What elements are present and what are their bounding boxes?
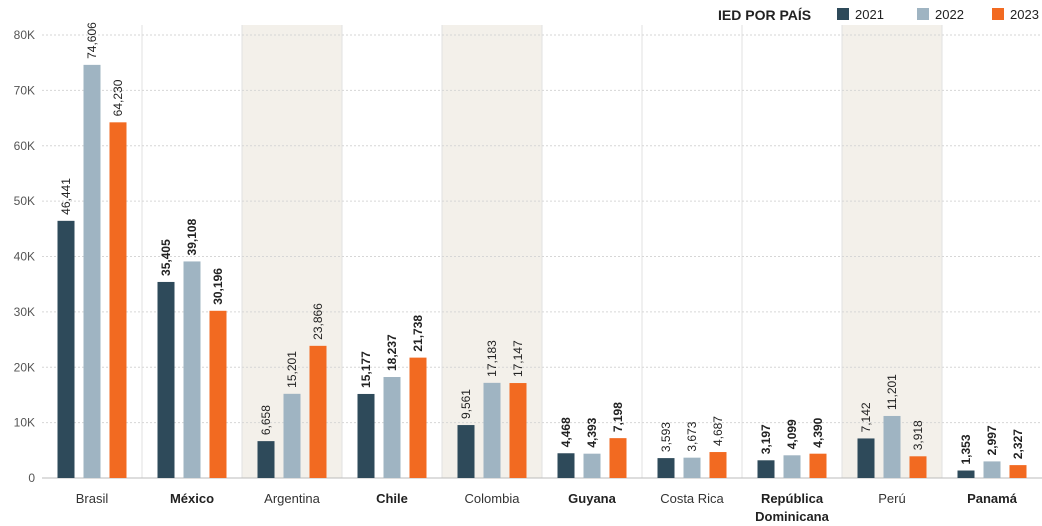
y-tick-label-3: 30K bbox=[14, 305, 35, 319]
legend-swatch-2021 bbox=[837, 8, 849, 20]
value-label-2022-3: 18,237 bbox=[385, 334, 399, 371]
y-tick-label-2: 20K bbox=[14, 360, 35, 374]
legend-swatch-2023 bbox=[992, 8, 1004, 20]
bar-2021-8 bbox=[857, 438, 875, 478]
value-label-2022-0: 74,606 bbox=[85, 22, 99, 59]
bar-2023-6 bbox=[709, 452, 727, 478]
value-label-2023-3: 21,738 bbox=[411, 315, 425, 352]
category-label-4: Colombia bbox=[465, 491, 521, 506]
bar-2023-4 bbox=[509, 383, 527, 478]
value-label-2021-5: 4,468 bbox=[559, 417, 573, 447]
category-band-8 bbox=[842, 25, 942, 478]
value-label-2023-5: 7,198 bbox=[611, 402, 625, 432]
value-label-2023-8: 3,918 bbox=[911, 420, 925, 450]
value-label-2021-0: 46,441 bbox=[59, 178, 73, 215]
bar-2023-1 bbox=[209, 310, 227, 478]
category-label-0: Brasil bbox=[76, 491, 109, 506]
bar-2022-9 bbox=[983, 461, 1001, 478]
bar-2023-9 bbox=[1009, 465, 1027, 478]
value-label-2021-7: 3,197 bbox=[759, 424, 773, 454]
value-label-2022-4: 17,183 bbox=[485, 340, 499, 377]
bar-2021-0 bbox=[57, 220, 75, 479]
y-tick-label-1: 10K bbox=[14, 416, 35, 430]
bar-2021-2 bbox=[257, 441, 275, 478]
bar-2023-7 bbox=[809, 453, 827, 478]
legend-title: IED POR PAÍS bbox=[718, 7, 811, 23]
bar-2023-3 bbox=[409, 357, 427, 478]
bar-2021-6 bbox=[657, 458, 675, 478]
grid-layer bbox=[42, 34, 1042, 479]
legend-label-2021: 2021 bbox=[855, 7, 884, 22]
value-label-2023-6: 4,687 bbox=[711, 416, 725, 446]
bar-2021-1 bbox=[157, 281, 175, 478]
y-tick-label-5: 50K bbox=[14, 194, 35, 208]
legend-label-2023: 2023 bbox=[1010, 7, 1039, 22]
category-label-7-line-1: Dominicana bbox=[755, 509, 829, 524]
bar-2022-5 bbox=[583, 453, 601, 478]
legend-swatch-2022 bbox=[917, 8, 929, 20]
value-label-2023-1: 30,196 bbox=[211, 268, 225, 305]
category-label-9: Panamá bbox=[967, 491, 1018, 506]
bar-2021-9 bbox=[957, 470, 975, 478]
category-label-1: México bbox=[170, 491, 214, 506]
category-label-8: Perú bbox=[878, 491, 905, 506]
bar-2023-2 bbox=[309, 345, 327, 478]
bar-2022-6 bbox=[683, 457, 701, 478]
category-label-5: Guyana bbox=[568, 491, 616, 506]
bar-2023-0 bbox=[109, 122, 127, 478]
bar-2022-3 bbox=[383, 377, 401, 478]
value-label-2021-8: 7,142 bbox=[859, 402, 873, 432]
bar-2023-5 bbox=[609, 438, 627, 478]
bar-2021-5 bbox=[557, 453, 575, 478]
value-label-2021-4: 9,561 bbox=[459, 389, 473, 419]
y-tick-label-4: 40K bbox=[14, 250, 35, 264]
y-tick-label-8: 80K bbox=[14, 28, 35, 42]
axis-layer: 0 10K 20K 30K 40K 50K 60K 70K 80K Brasil México Arg… bbox=[14, 28, 1018, 524]
bar-2022-0 bbox=[83, 64, 101, 479]
y-tick-label-0: 0 bbox=[28, 471, 35, 485]
bars-layer bbox=[57, 64, 1027, 479]
value-label-2022-1: 39,108 bbox=[185, 218, 199, 255]
y-tick-label-7: 70K bbox=[14, 83, 35, 97]
value-label-2022-8: 11,201 bbox=[885, 374, 899, 410]
value-labels-layer: 46,441 74,606 64,230 35,405 39,108 30,196 6,65… bbox=[59, 22, 1025, 465]
bar-2023-8 bbox=[909, 456, 927, 478]
value-label-2022-2: 15,201 bbox=[285, 351, 299, 388]
bar-2021-3 bbox=[357, 393, 375, 478]
category-label-7-line-0: República bbox=[761, 491, 824, 506]
category-label-2: Argentina bbox=[264, 491, 320, 506]
value-label-2021-9: 1,353 bbox=[959, 434, 973, 464]
bar-2022-1 bbox=[183, 261, 201, 478]
bar-2022-2 bbox=[283, 393, 301, 478]
value-label-2021-6: 3,593 bbox=[659, 422, 673, 452]
category-label-3: Chile bbox=[376, 491, 408, 506]
value-label-2022-7: 4,099 bbox=[785, 419, 799, 449]
value-label-2023-7: 4,390 bbox=[811, 417, 825, 447]
value-label-2022-9: 2,997 bbox=[985, 425, 999, 455]
value-label-2021-2: 6,658 bbox=[259, 405, 273, 435]
value-label-2023-0: 64,230 bbox=[111, 79, 125, 116]
category-label-6: Costa Rica bbox=[660, 491, 724, 506]
value-label-2022-5: 4,393 bbox=[585, 417, 599, 447]
bar-2022-7 bbox=[783, 455, 801, 478]
value-label-2023-2: 23,866 bbox=[311, 303, 325, 340]
legend: IED POR PAÍS 2021 2022 2023 bbox=[718, 7, 1039, 23]
value-label-2023-4: 17,147 bbox=[511, 340, 525, 377]
value-label-2021-3: 15,177 bbox=[359, 351, 373, 388]
value-label-2021-1: 35,405 bbox=[159, 239, 173, 276]
value-label-2022-6: 3,673 bbox=[685, 421, 699, 451]
background-layer bbox=[141, 25, 943, 478]
y-tick-label-6: 60K bbox=[14, 139, 35, 153]
value-label-2023-9: 2,327 bbox=[1011, 429, 1025, 459]
bar-2021-4 bbox=[457, 425, 475, 478]
bar-2021-7 bbox=[757, 460, 775, 478]
bar-2022-4 bbox=[483, 382, 501, 478]
legend-label-2022: 2022 bbox=[935, 7, 964, 22]
bar-2022-8 bbox=[883, 415, 901, 478]
